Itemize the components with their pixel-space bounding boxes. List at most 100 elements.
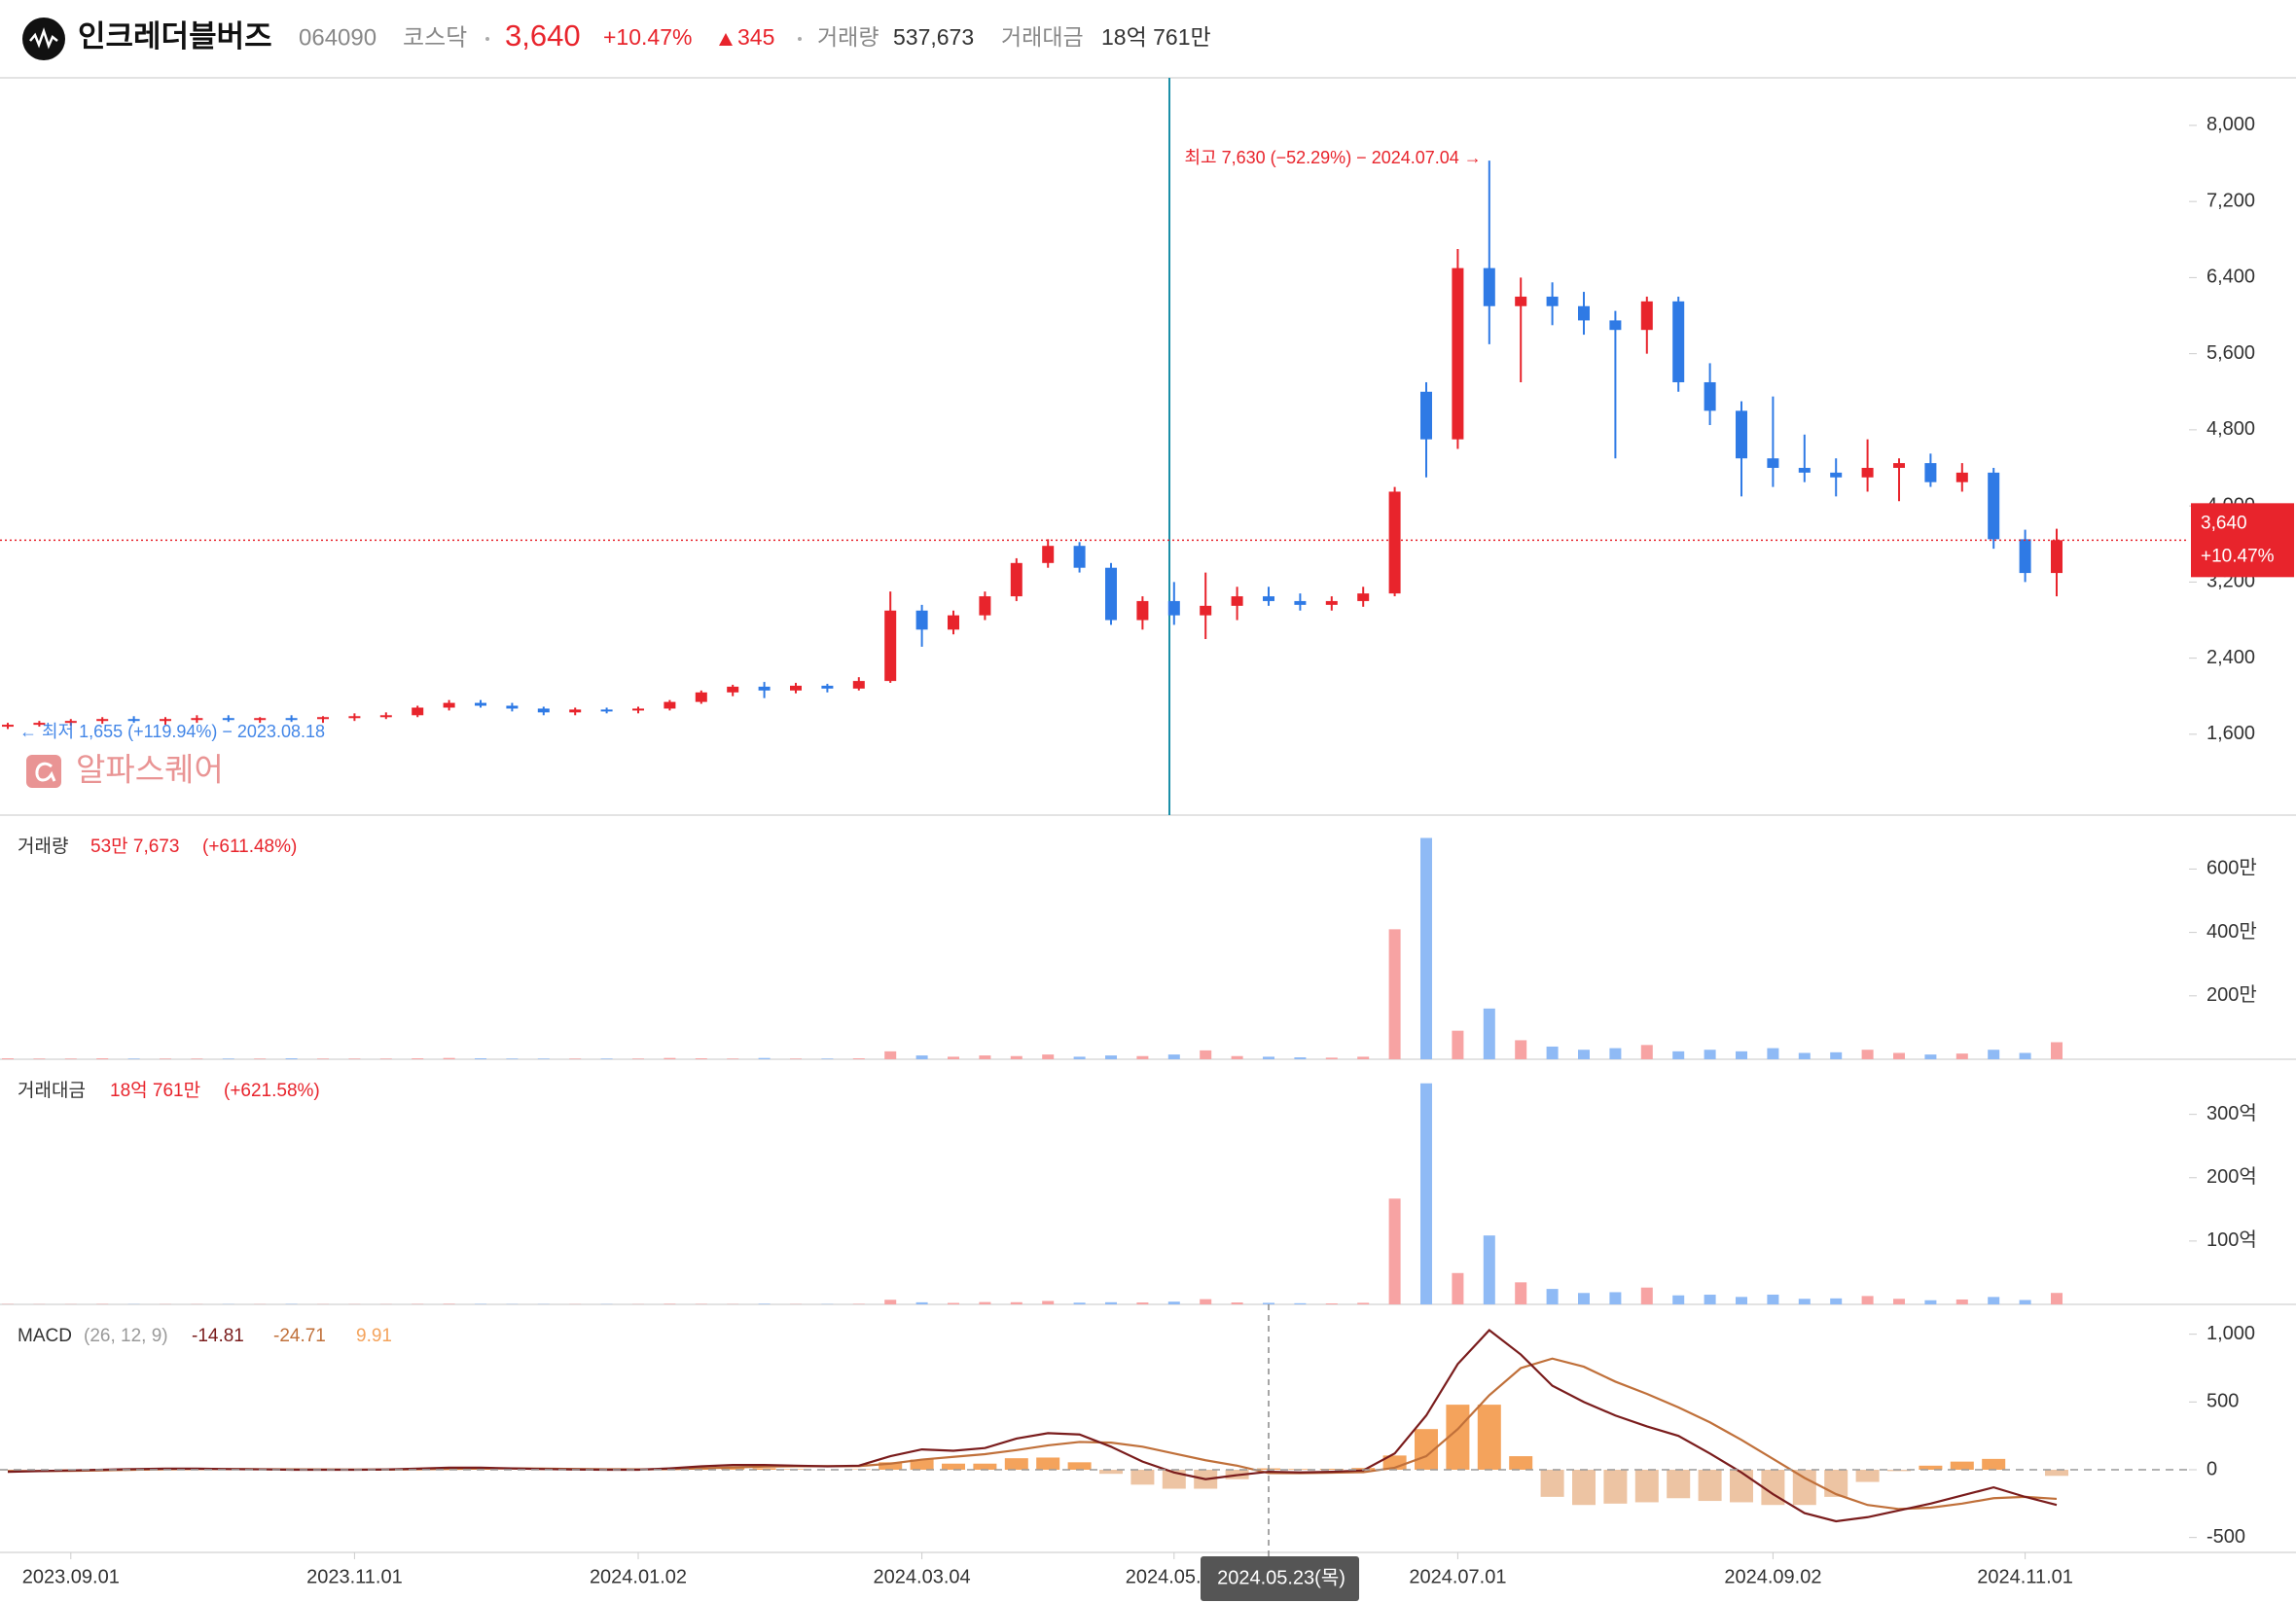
watermark-icon-box <box>26 755 61 788</box>
volume-bar <box>695 1058 707 1059</box>
histogram-bar <box>1855 1470 1880 1482</box>
y-tick-label: 0 <box>2206 1458 2217 1479</box>
volume-bar <box>1578 1293 1590 1304</box>
histogram-bar <box>1950 1461 1974 1470</box>
histogram-bar <box>1824 1470 1848 1497</box>
volume-bar <box>1924 1054 1937 1059</box>
candle-body <box>1073 546 1086 568</box>
candle-body <box>222 718 234 721</box>
histogram-bar <box>1792 1470 1816 1506</box>
volume-bar <box>1736 1051 1747 1059</box>
histogram-bar <box>1603 1470 1628 1504</box>
candle-body <box>852 681 865 689</box>
candle-body <box>727 686 739 693</box>
candle-body <box>1388 491 1401 594</box>
volume-bar <box>443 1057 455 1059</box>
histogram-bar <box>1351 1468 1376 1470</box>
histogram-bar <box>1730 1470 1753 1503</box>
candle-body <box>1483 267 1495 306</box>
logo[interactable] <box>22 18 65 60</box>
candle-body <box>1609 320 1622 331</box>
volume-bar <box>1167 1054 1180 1059</box>
volume-bar <box>632 1058 644 1059</box>
volume-bar <box>1830 1051 1843 1059</box>
x-tick-label: 2023.11.01 <box>306 1566 403 1587</box>
y-tick-label: 2,400 <box>2206 647 2255 668</box>
candle-body <box>1546 296 1559 306</box>
histogram-bar <box>1919 1465 1943 1470</box>
volume-bar <box>317 1058 329 1059</box>
volume-bar <box>33 1058 46 1059</box>
candle-body <box>1167 600 1180 616</box>
volume-bar <box>1640 1287 1653 1304</box>
candle-body <box>285 718 298 721</box>
volume-bar <box>1767 1048 1779 1059</box>
volume-bar <box>2051 1042 2063 1059</box>
panel-title: 거래량 <box>18 836 68 857</box>
volume-bar <box>2 1058 14 1059</box>
candle-body <box>2019 539 2031 574</box>
volume-bar <box>1388 929 1401 1059</box>
volume-bar <box>1420 1083 1432 1304</box>
volume-bar <box>1167 1301 1180 1304</box>
logo-glyph <box>29 27 58 50</box>
histogram-bar <box>879 1462 903 1470</box>
histogram-bar <box>1099 1470 1123 1475</box>
volume-bar <box>1609 1048 1622 1059</box>
panel-title: 거래대금 <box>18 1080 86 1101</box>
change: 345 <box>737 24 774 50</box>
histogram-bar <box>1634 1470 1659 1503</box>
histogram-bar <box>1036 1457 1060 1470</box>
candle-body <box>1924 463 1937 482</box>
volume-bar <box>475 1058 486 1059</box>
x-tick-label: 2024.11.01 <box>1977 1566 2073 1587</box>
macd-line <box>7 1328 2058 1523</box>
volume-bar <box>1294 1302 1307 1304</box>
stock-name: 인크레더블버즈 <box>78 19 272 53</box>
volume-bar <box>1136 1302 1149 1304</box>
volume-bar <box>443 1303 455 1304</box>
candle-body <box>127 719 140 722</box>
volume-bar <box>727 1058 739 1059</box>
candle-body <box>1452 267 1464 440</box>
y-tick-label: 300억 <box>2206 1102 2257 1124</box>
crosshair-label: 2024.05.23(목) <box>1217 1567 1345 1588</box>
volume-bar <box>1263 1302 1274 1304</box>
volume-bar <box>758 1057 771 1059</box>
y-tick-label: 500 <box>2206 1391 2239 1412</box>
candle-body <box>884 610 897 682</box>
volume-bar <box>1767 1294 1779 1304</box>
candle-body <box>758 686 771 691</box>
histogram-bar <box>1067 1462 1092 1470</box>
histogram-bar <box>2045 1470 2068 1477</box>
volume-bar <box>852 1058 865 1059</box>
candle-body <box>537 708 550 713</box>
candle-body <box>1988 472 2000 540</box>
last-price-box <box>2191 503 2294 578</box>
watermark: 알파스퀘어 <box>76 752 224 788</box>
volume-bar <box>1546 1289 1559 1304</box>
volume-bar <box>222 1058 234 1059</box>
candle-body <box>979 596 991 616</box>
last-change-label: +10.47% <box>2201 546 2275 566</box>
histogram-bar <box>1509 1456 1533 1470</box>
volume-bar <box>285 1058 298 1059</box>
candle-body <box>64 721 77 724</box>
volume-bar <box>664 1303 676 1304</box>
volume-bar <box>506 1058 519 1059</box>
histogram-legend-value: 9.91 <box>356 1326 392 1346</box>
volume-bar <box>1578 1050 1590 1059</box>
x-tick-label: 2024.01.02 <box>590 1566 687 1587</box>
volume-bar <box>821 1058 834 1059</box>
volume-bar <box>1515 1282 1527 1304</box>
candle-body <box>790 685 802 691</box>
candle-body <box>1515 296 1527 306</box>
volume-bar <box>127 1058 140 1059</box>
candle-body <box>96 719 109 722</box>
volume-bar <box>884 1051 897 1059</box>
candle-body <box>191 718 203 721</box>
candle-body <box>1640 301 1653 331</box>
